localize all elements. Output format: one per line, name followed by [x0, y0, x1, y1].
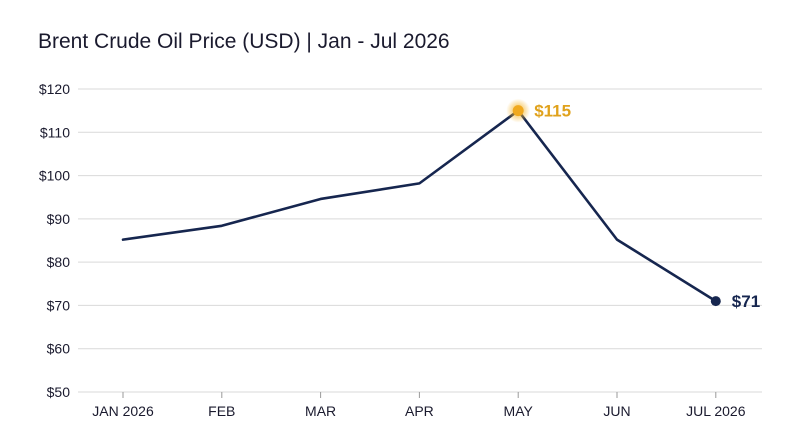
x-tick-label: MAR [305, 403, 336, 419]
data-points [506, 98, 721, 307]
x-tick-label: MAY [504, 403, 534, 419]
end-point [710, 296, 721, 307]
data-labels: $115 $71 [534, 102, 760, 311]
y-tick-label: $70 [47, 297, 71, 313]
data-label: $71 [732, 292, 760, 311]
data-label: $115 [534, 102, 571, 121]
y-tick-label: $80 [47, 254, 71, 270]
series-brent [121, 109, 718, 303]
series-line [121, 109, 718, 303]
grid-layer [78, 88, 762, 393]
y-tick-label: $50 [47, 384, 71, 400]
peak-point [512, 105, 524, 117]
y-tick-label: $120 [39, 81, 70, 97]
x-tick-label: JUL 2026 [686, 403, 746, 419]
x-tick-label: JUN [603, 403, 630, 419]
y-tick-label: $110 [40, 124, 70, 140]
y-axis-ticks: $50 $60 $70 $80 $90 $100 $110 $120 [39, 81, 70, 400]
x-tick-label: FEB [208, 403, 235, 419]
chart-title: Brent Crude Oil Price (USD) | Jan - Jul … [38, 30, 450, 53]
x-tick-label: JAN 2026 [92, 403, 154, 419]
y-tick-label: $100 [39, 168, 70, 184]
x-axis-ticks: JAN 2026 FEB MAR APR MAY JUN JUL 2026 [92, 392, 746, 419]
y-tick-label: $90 [47, 211, 71, 227]
y-tick-label: $60 [47, 341, 71, 357]
x-tick-label: APR [405, 403, 434, 419]
